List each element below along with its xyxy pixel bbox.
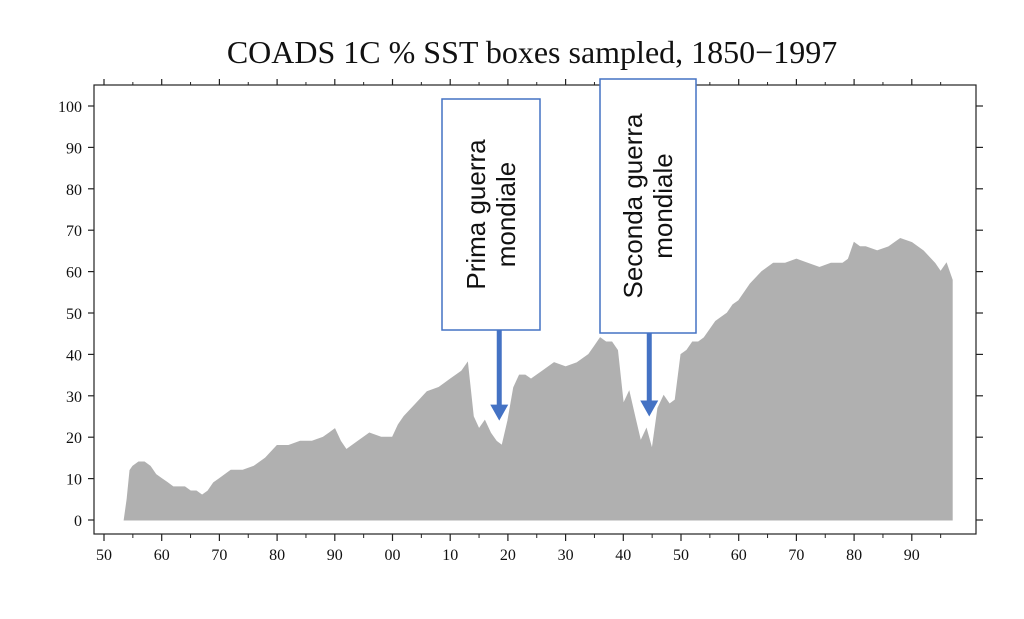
annotation-label: Prima guerra — [461, 139, 491, 290]
plot-border — [93, 84, 977, 535]
x-tick-label: 40 — [615, 547, 631, 564]
x-tick-label: 70 — [788, 547, 804, 564]
x-tick-label: 10 — [442, 547, 458, 564]
area-series-0 — [123, 237, 953, 521]
chart-title: COADS 1C % SST boxes sampled, 1850−1997 — [226, 34, 838, 70]
y-tick-label: 70 — [66, 223, 82, 240]
annotation-label: mondiale — [648, 153, 678, 259]
y-tick-label: 40 — [66, 347, 82, 364]
tick-labels: 0 10 20 30 40 50 60 70 80 90 100 50 60 70 80 90 00 10 20 30… — [58, 99, 920, 564]
y-tick-label: 0 — [74, 513, 82, 530]
annotations: Prima guerra mondiale Seconda guerra mondia… — [441, 78, 697, 421]
y-tick-label: 80 — [66, 182, 82, 199]
y-tick-label: 90 — [66, 140, 82, 157]
x-tick-label: 90 — [327, 547, 343, 564]
y-tick-label: 50 — [66, 306, 82, 323]
x-tick-label: 80 — [846, 547, 862, 564]
y-tick-label: 30 — [66, 389, 82, 406]
x-tick-label: 80 — [269, 547, 285, 564]
axis-ticks — [88, 79, 983, 541]
x-tick-label: 70 — [211, 547, 227, 564]
annotation-1: Seconda guerra mondiale — [599, 78, 697, 417]
plot-frame — [93, 84, 977, 535]
y-tick-label: 100 — [58, 99, 82, 116]
annotation-0: Prima guerra mondiale — [441, 98, 541, 421]
area-layer — [123, 237, 953, 521]
annotation-label: Seconda guerra — [618, 113, 648, 299]
x-tick-label: 60 — [731, 547, 747, 564]
x-tick-label: 20 — [500, 547, 516, 564]
annotation-arrow-head — [490, 404, 509, 421]
x-tick-label: 00 — [385, 547, 401, 564]
x-tick-label: 50 — [96, 547, 112, 564]
y-tick-label: 20 — [66, 430, 82, 447]
annotation-box — [441, 98, 541, 331]
x-tick-label: 30 — [558, 547, 574, 564]
y-tick-label: 60 — [66, 265, 82, 282]
x-tick-label: 60 — [154, 547, 170, 564]
annotation-arrow-head — [640, 400, 659, 417]
x-tick-label: 90 — [904, 547, 920, 564]
annotation-label: mondiale — [491, 162, 521, 268]
x-tick-label: 50 — [673, 547, 689, 564]
y-tick-label: 10 — [66, 472, 82, 489]
